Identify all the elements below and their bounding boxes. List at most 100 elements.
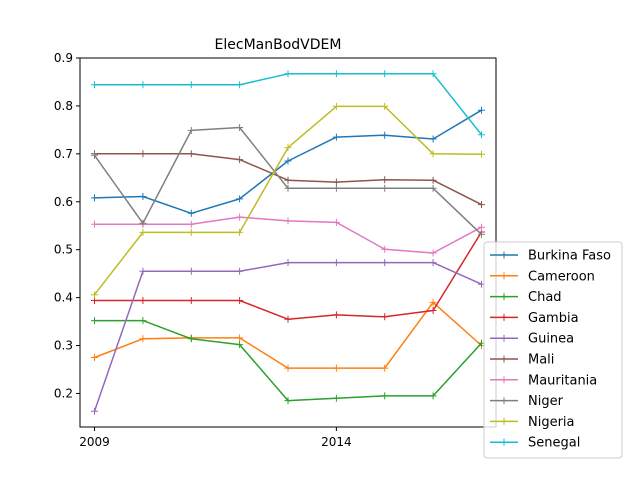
data-point-nigeria	[187, 228, 195, 236]
legend-marker-niger	[500, 397, 508, 405]
data-point-mali	[284, 176, 292, 184]
data-point-cameroon	[381, 364, 389, 372]
data-point-mauritania	[332, 218, 340, 226]
data-point-burkina-faso	[429, 135, 437, 143]
data-point-burkina-faso	[381, 131, 389, 139]
data-point-niger	[139, 219, 147, 227]
data-point-niger	[429, 184, 437, 192]
data-point-senegal	[332, 70, 340, 78]
data-point-senegal	[139, 81, 147, 89]
x-tick-label: 2014	[321, 435, 352, 449]
data-point-guinea	[187, 267, 195, 275]
data-point-cameroon	[139, 335, 147, 343]
data-point-cameroon	[91, 354, 98, 361]
data-point-gambia	[381, 313, 389, 321]
data-point-niger	[332, 184, 340, 192]
y-tick-label: 0.3	[54, 339, 73, 353]
legend-label-burkina-faso: Burkina Faso	[528, 249, 611, 264]
data-point-senegal	[478, 131, 485, 139]
data-point-nigeria	[478, 150, 485, 158]
data-point-niger	[91, 151, 98, 159]
data-point-senegal	[429, 70, 437, 78]
data-point-gambia	[332, 311, 340, 319]
y-tick-label: 0.6	[54, 195, 73, 209]
series-line-gambia	[94, 231, 483, 320]
legend-marker-chad	[500, 293, 508, 301]
legend-label-nigeria: Nigeria	[528, 415, 575, 430]
data-point-mauritania	[91, 220, 98, 228]
y-tick-label: 0.5	[54, 243, 73, 257]
data-point-senegal	[187, 81, 195, 89]
data-point-mali	[478, 201, 485, 209]
series-line-senegal	[94, 73, 483, 136]
data-point-senegal	[236, 81, 244, 89]
legend-label-cameroon: Cameroon	[528, 269, 595, 284]
legend-label-mali: Mali	[528, 353, 554, 368]
data-point-gambia	[187, 297, 195, 304]
data-point-gambia	[429, 307, 437, 314]
data-point-chad	[284, 397, 292, 405]
data-point-senegal	[284, 70, 292, 78]
data-point-burkina-faso	[236, 195, 244, 203]
data-point-nigeria	[429, 150, 437, 158]
legend-label-chad: Chad	[528, 290, 562, 305]
data-point-chad	[187, 335, 195, 343]
series-line-guinea	[93, 261, 482, 412]
data-point-nigeria	[91, 291, 98, 299]
legend-marker-cameroon	[500, 272, 508, 280]
legend-marker-mali	[500, 355, 508, 363]
legend-box	[483, 241, 623, 459]
data-point-mauritania	[429, 249, 437, 257]
x-tick-label: 2009	[79, 435, 110, 449]
data-point-guinea	[236, 267, 244, 275]
legend-label-mauritania: Mauritania	[528, 373, 597, 388]
data-point-guinea	[332, 259, 340, 267]
data-point-burkina-faso	[478, 106, 485, 114]
data-point-mali	[429, 176, 437, 184]
legend-marker-gambia	[500, 313, 508, 321]
data-point-nigeria	[139, 228, 147, 236]
data-point-gambia	[139, 297, 147, 304]
data-point-nigeria	[332, 102, 340, 110]
data-point-guinea	[381, 259, 389, 267]
y-tick-label: 0.4	[54, 291, 73, 305]
data-point-cameroon	[429, 298, 437, 306]
data-point-guinea	[429, 259, 437, 267]
y-tick-label: 0.8	[54, 99, 73, 113]
data-point-mauritania	[236, 213, 244, 221]
data-point-senegal	[381, 70, 389, 78]
legend-marker-senegal	[500, 438, 508, 446]
data-point-guinea	[91, 407, 98, 415]
legend-marker-mauritania	[500, 376, 508, 384]
data-point-mauritania	[284, 217, 292, 225]
data-point-chad	[332, 394, 340, 402]
data-point-niger	[284, 184, 292, 192]
data-point-chad	[139, 317, 147, 325]
data-point-niger	[381, 184, 389, 192]
legend-marker-guinea	[500, 334, 508, 342]
data-point-chad	[236, 341, 244, 349]
data-point-senegal	[91, 81, 98, 89]
data-point-nigeria	[236, 228, 244, 236]
data-point-burkina-faso	[332, 133, 340, 141]
data-point-niger	[187, 126, 195, 134]
data-point-mali	[332, 178, 340, 186]
data-point-mauritania	[187, 220, 195, 228]
data-point-mali	[187, 150, 195, 158]
data-point-nigeria	[381, 102, 389, 110]
y-tick-label: 0.9	[54, 51, 73, 65]
data-point-gambia	[284, 315, 292, 323]
data-point-nigeria	[284, 144, 292, 152]
data-point-niger	[236, 124, 244, 131]
y-tick-label: 0.2	[54, 386, 73, 400]
data-point-cameroon	[284, 364, 292, 372]
data-point-burkina-faso	[91, 194, 98, 202]
data-point-guinea	[284, 259, 292, 267]
data-point-cameroon	[332, 364, 340, 372]
data-point-cameroon	[236, 334, 244, 342]
data-point-guinea	[139, 267, 147, 275]
axes-frame	[79, 57, 497, 428]
data-point-burkina-faso	[139, 193, 147, 200]
data-point-mali	[139, 150, 147, 158]
